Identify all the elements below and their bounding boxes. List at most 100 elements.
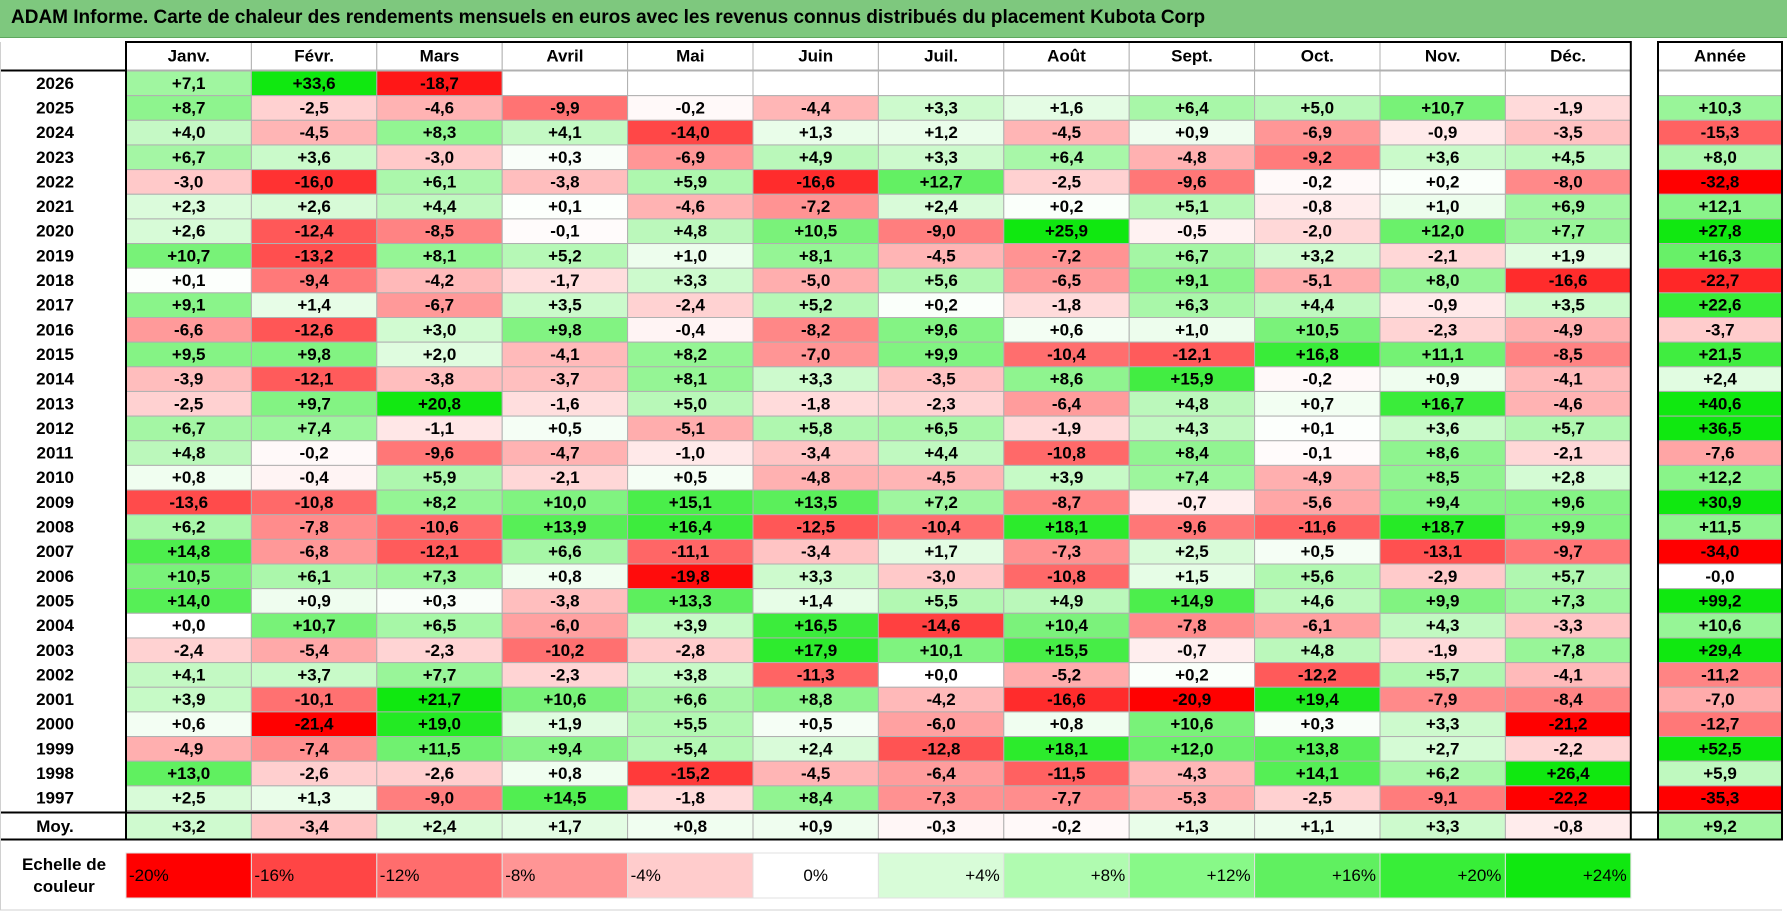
heatmap-cell: [1003, 514, 1130, 540]
heatmap-cell: [1128, 341, 1256, 368]
heatmap-cell-value: -1,0: [676, 444, 705, 463]
heatmap-cell-value: +20,8: [418, 394, 461, 413]
heatmap-cell: [250, 390, 378, 417]
annual-cell-value: -35,3: [1701, 789, 1740, 808]
heatmap-cell-value: -2,4: [676, 296, 706, 315]
heatmap-cell: [752, 243, 879, 269]
heatmap-cell-value: +6,2: [172, 518, 206, 537]
annual-cell: [1657, 95, 1783, 121]
heatmap-cell: [376, 736, 503, 762]
heatmap-cell: [1254, 489, 1381, 516]
heatmap-cell-value: -2,2: [1553, 739, 1582, 758]
heatmap-cell: [1003, 267, 1130, 294]
heatmap-cell: [125, 514, 252, 540]
heatmap-cell-value: -4,2: [926, 690, 955, 709]
scale-label: -16%: [254, 866, 294, 885]
heatmap-cell-value: -2,9: [1428, 567, 1457, 586]
heatmap-cell-value: +5,0: [1301, 98, 1335, 117]
heatmap-cell: [877, 538, 1005, 565]
heatmap-cell-value: +3,3: [924, 148, 958, 167]
annual-cell: [1657, 785, 1783, 811]
heatmap-cell-value: +3,7: [297, 665, 331, 684]
scale-label: +12%: [1207, 866, 1251, 885]
heatmap-cell: [501, 588, 629, 614]
scale-swatch: [1128, 852, 1256, 899]
heatmap-cell-value: +7,7: [1551, 222, 1585, 241]
heatmap-cell-value: +26,4: [1547, 764, 1591, 783]
heatmap-cell-value: -7,2: [801, 197, 830, 216]
heatmap-cell-value: +5,9: [423, 468, 457, 487]
heatmap-cell-value: +6,2: [1426, 764, 1460, 783]
annual-cell-value: +36,5: [1698, 419, 1741, 438]
heatmap-cell-value: -2,1: [1428, 246, 1457, 265]
heatmap-cell-value: -8,5: [1553, 345, 1582, 364]
heatmap-cell-value: +3,5: [548, 296, 582, 315]
heatmap-cell: [1254, 267, 1381, 294]
heatmap-cell: [1504, 686, 1632, 713]
row-year-label: 2009: [36, 493, 74, 512]
heatmap-cell: [1379, 193, 1506, 220]
heatmap-cell: [125, 243, 252, 269]
heatmap-cell-value: +9,4: [548, 739, 582, 758]
heatmap-cell-value: +3,5: [1551, 296, 1585, 315]
heatmap-cell-value: +7,2: [924, 493, 958, 512]
average-annual-cell: [1657, 813, 1783, 840]
heatmap-cell: [877, 70, 1005, 97]
heatmap-cell-value: +5,9: [674, 172, 708, 191]
heatmap-cell-value: -3,0: [425, 148, 454, 167]
heatmap-cell: [1379, 341, 1506, 368]
annual-cell: [1657, 341, 1783, 368]
heatmap-cell-value: +4,5: [1551, 148, 1585, 167]
heatmap-cell-value: +1,4: [799, 591, 833, 610]
heatmap-cell-value: +9,6: [924, 320, 958, 339]
row-year-label: 2020: [36, 222, 74, 241]
heatmap-cell-value: -0,1: [550, 222, 579, 241]
heatmap-cell-value: +10,4: [1045, 616, 1089, 635]
heatmap-cell-value: -2,3: [1428, 320, 1457, 339]
heatmap-cell-value: +8,2: [674, 345, 708, 364]
heatmap-cell: [250, 243, 378, 269]
heatmap-cell-value: -8,7: [1052, 493, 1081, 512]
heatmap-cell: [125, 366, 252, 392]
heatmap-cell: [1003, 612, 1130, 639]
heatmap-cell-value: +4,9: [799, 148, 833, 167]
heatmap-cell-value: -10,2: [546, 641, 585, 660]
annual-cell-value: +2,4: [1703, 370, 1737, 389]
heatmap-cell: [877, 267, 1005, 294]
heatmap-cell: [877, 292, 1005, 319]
heatmap-cell-value: +7,4: [297, 419, 331, 438]
heatmap-cell: [1379, 538, 1506, 565]
heatmap-cell-value: -21,2: [1549, 715, 1588, 734]
heatmap-cell-value: +5,4: [674, 739, 708, 758]
heatmap-cell-value: +6,6: [674, 690, 708, 709]
month-header-cell: [877, 41, 1005, 71]
heatmap-cell-value: +0,3: [548, 148, 582, 167]
heatmap-cell-value: -4,9: [1553, 320, 1582, 339]
heatmap-cell: [250, 317, 378, 343]
heatmap-cell-value: +13,9: [543, 518, 586, 537]
annual-cell-value: -7,6: [1705, 444, 1734, 463]
heatmap-cell-value: +9,9: [924, 345, 958, 364]
heatmap-cell: [627, 317, 754, 343]
heatmap-cell-value: +4,6: [1301, 591, 1335, 610]
heatmap-cell-value: +13,0: [167, 764, 210, 783]
heatmap-cell-value: +0,1: [1301, 419, 1335, 438]
heatmap-cell-value: +12,0: [1421, 222, 1464, 241]
annual-cell-value: -3,7: [1705, 320, 1734, 339]
heatmap-cell: [752, 390, 879, 417]
heatmap-cell: [752, 366, 879, 392]
heatmap-cell-value: +8,1: [674, 370, 708, 389]
heatmap-cell-value: +5,2: [548, 246, 582, 265]
annual-cell-value: +8,0: [1703, 148, 1737, 167]
average-cell: [1128, 813, 1256, 840]
heatmap-cell-value: -2,3: [425, 641, 454, 660]
heatmap-cell: [752, 588, 879, 614]
heatmap-cell: [1504, 169, 1632, 195]
heatmap-cell: [627, 267, 754, 294]
heatmap-cell-value: -3,9: [174, 370, 203, 389]
heatmap-cell-value: -7,3: [926, 789, 955, 808]
heatmap-cell: [1504, 144, 1632, 171]
heatmap-cell: [1128, 70, 1256, 97]
heatmap-cell: [752, 736, 879, 762]
heatmap-cell: [1003, 144, 1130, 171]
